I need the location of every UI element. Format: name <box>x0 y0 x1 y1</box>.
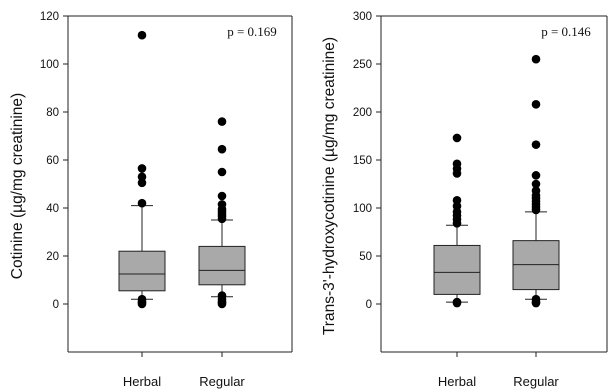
cotinine-regular-outlier-9 <box>217 214 227 224</box>
hydroxycotinine-regular-outlier-14 <box>531 298 541 308</box>
cotinine-y-tick-label-40: 40 <box>46 203 59 215</box>
hydroxycotinine-herbal-outlier-0 <box>452 133 462 143</box>
hydroxycotinine-regular-outlier-1 <box>531 100 541 109</box>
cotinine-regular-outlier-2 <box>217 167 227 177</box>
cotinine-y-tick-label-0: 0 <box>53 299 59 311</box>
cotinine-category-label-herbal: Herbal <box>123 374 161 389</box>
cotinine-y-tick-label-100: 100 <box>40 59 59 71</box>
cotinine-herbal-outlier-2 <box>137 172 147 182</box>
hydroxycotinine-herbal-outlier-11 <box>452 298 462 308</box>
hydroxycotinine-category-label-herbal: Herbal <box>438 374 476 389</box>
hydroxycotinine-regular-outlier-0 <box>531 54 541 64</box>
hydroxycotinine-y-tick-label-300: 300 <box>353 11 372 23</box>
hydroxycotinine-regular-outlier-3 <box>531 171 541 180</box>
cotinine-regular-outlier-14 <box>217 299 227 309</box>
hydroxycotinine-y-tick-label-150: 150 <box>353 155 372 167</box>
hydroxycotinine-y-axis-label: Trans-3'-hydroxycotinine (µg/mg creatini… <box>321 37 338 335</box>
hydroxycotinine-regular-outlier-11 <box>531 205 541 215</box>
cotinine-category-label-regular: Regular <box>199 374 245 389</box>
hydroxycotinine-panel: Trans-3'-hydroxycotinine (µg/mg creatini… <box>321 11 608 389</box>
hydroxycotinine-y-tick-label-0: 0 <box>366 299 372 311</box>
cotinine-herbal-outlier-0 <box>137 30 147 40</box>
hydroxycotinine-herbal-outlier-9 <box>452 219 462 228</box>
cotinine-herbal-outlier-8 <box>137 299 147 309</box>
hydroxycotinine-category-label-regular: Regular <box>513 374 559 389</box>
hydroxycotinine-y-tick-label-250: 250 <box>353 59 372 71</box>
cotinine-regular-outlier-1 <box>217 144 227 154</box>
cotinine-p-value: p = 0.169 <box>227 24 277 39</box>
cotinine-y-tick-label-20: 20 <box>46 251 59 263</box>
cotinine-panel: Cotinine (µg/mg creatinine) p = 0.169 He… <box>9 11 293 389</box>
hydroxycotinine-p-value: p = 0.146 <box>541 24 591 39</box>
hydroxycotinine-y-tick-label-100: 100 <box>353 203 372 215</box>
cotinine-y-tick-label-60: 60 <box>46 155 59 167</box>
hydroxycotinine-regular-outlier-2 <box>531 140 541 149</box>
hydroxycotinine-y-tick-label-50: 50 <box>359 251 372 263</box>
cotinine-y-tick-label-120: 120 <box>40 11 59 23</box>
cotinine-y-tick-label-80: 80 <box>46 107 59 119</box>
cotinine-y-axis-label: Cotinine (µg/mg creatinine) <box>9 93 26 279</box>
hydroxycotinine-y-tick-label-200: 200 <box>353 107 372 119</box>
cotinine-herbal-outlier-4 <box>137 198 147 208</box>
cotinine-herbal-outlier-3 <box>137 178 147 188</box>
hydroxycotinine-herbal-outlier-3 <box>452 169 462 178</box>
hydroxycotinine-regular-outlier-4 <box>531 179 541 189</box>
hydroxycotinine-herbal-box <box>433 244 481 295</box>
cotinine-herbal-outlier-1 <box>137 164 147 173</box>
cotinine-herbal-box <box>118 250 166 292</box>
cotinine-regular-outlier-3 <box>217 191 227 201</box>
cotinine-regular-outlier-0 <box>217 117 227 126</box>
cotinine-regular-box <box>198 245 246 286</box>
